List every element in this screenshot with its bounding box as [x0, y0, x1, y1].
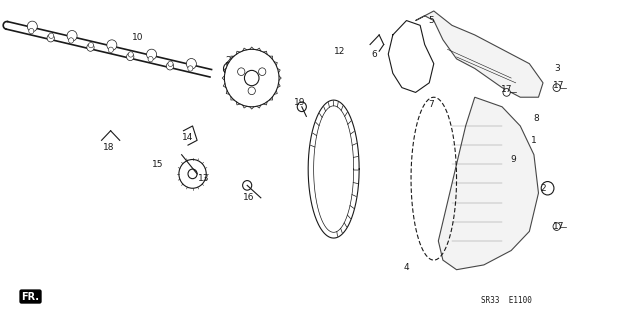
- Text: 6: 6: [372, 49, 378, 59]
- Text: 1: 1: [531, 136, 537, 145]
- Circle shape: [188, 66, 193, 71]
- Circle shape: [147, 49, 157, 60]
- Text: 7: 7: [428, 100, 434, 109]
- Circle shape: [553, 223, 561, 230]
- Circle shape: [248, 87, 255, 95]
- Circle shape: [297, 102, 307, 112]
- Text: 12: 12: [334, 47, 346, 56]
- Circle shape: [49, 33, 54, 39]
- Circle shape: [503, 89, 510, 96]
- Circle shape: [68, 38, 74, 43]
- Circle shape: [223, 63, 234, 74]
- Text: 5: 5: [428, 16, 434, 25]
- Circle shape: [87, 44, 94, 51]
- Text: 15: 15: [152, 160, 164, 169]
- Circle shape: [179, 160, 206, 188]
- Circle shape: [67, 31, 77, 41]
- Circle shape: [188, 169, 197, 179]
- Text: 14: 14: [182, 133, 194, 142]
- Circle shape: [107, 40, 117, 50]
- Circle shape: [244, 70, 259, 86]
- Text: SR33  E1100: SR33 E1100: [481, 296, 532, 305]
- Circle shape: [28, 21, 37, 32]
- Circle shape: [128, 52, 133, 57]
- Circle shape: [237, 68, 245, 76]
- Text: FR.: FR.: [22, 292, 40, 301]
- Circle shape: [108, 47, 113, 52]
- Text: 8: 8: [534, 114, 540, 123]
- Text: 4: 4: [404, 263, 410, 272]
- Circle shape: [186, 58, 196, 69]
- Text: 10: 10: [132, 33, 144, 42]
- Text: 18: 18: [103, 143, 115, 152]
- Text: 9: 9: [510, 155, 516, 164]
- Polygon shape: [438, 97, 538, 270]
- Text: 19: 19: [294, 98, 306, 107]
- Circle shape: [541, 182, 554, 195]
- Polygon shape: [415, 11, 543, 97]
- Circle shape: [259, 68, 266, 76]
- Circle shape: [47, 34, 54, 42]
- Circle shape: [88, 42, 93, 48]
- Text: 20: 20: [225, 56, 236, 65]
- Text: 17: 17: [501, 85, 513, 94]
- Text: 16: 16: [243, 193, 255, 202]
- Circle shape: [29, 28, 34, 34]
- Circle shape: [225, 49, 279, 107]
- Circle shape: [168, 61, 173, 66]
- Circle shape: [127, 53, 134, 61]
- Circle shape: [166, 62, 173, 70]
- Text: 17: 17: [553, 222, 564, 231]
- Text: 2: 2: [540, 184, 546, 193]
- Text: 3: 3: [554, 64, 559, 73]
- Circle shape: [553, 84, 561, 92]
- Circle shape: [243, 181, 252, 190]
- Text: 17: 17: [553, 81, 564, 90]
- Text: 13: 13: [198, 174, 209, 183]
- Text: 11: 11: [267, 72, 278, 81]
- Circle shape: [148, 56, 153, 62]
